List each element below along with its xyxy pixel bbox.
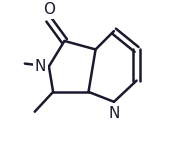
Text: N: N	[108, 106, 120, 121]
Text: N: N	[35, 59, 46, 74]
Text: O: O	[43, 2, 55, 17]
